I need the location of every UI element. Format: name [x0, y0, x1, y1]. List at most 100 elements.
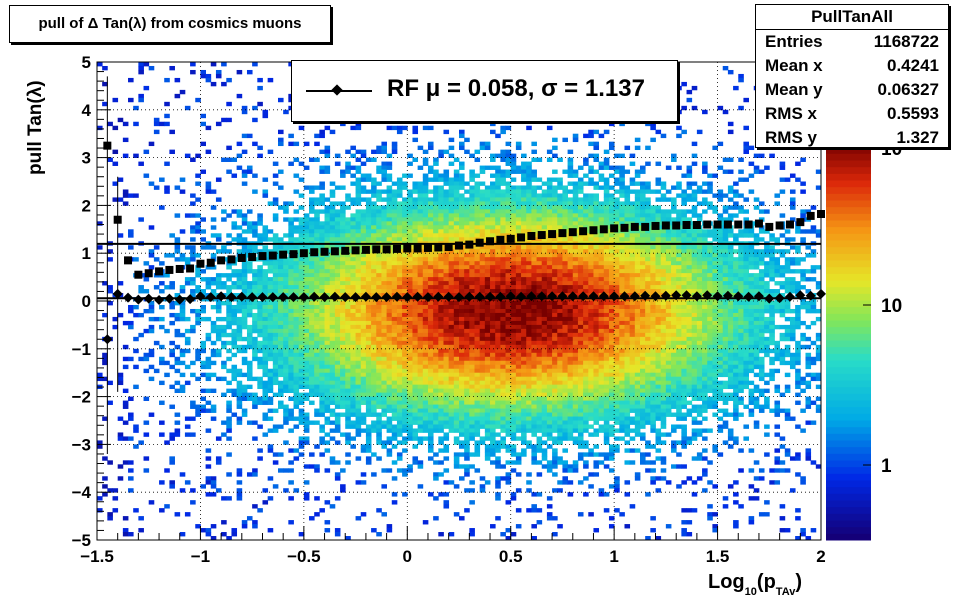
heatmap-cell [396, 324, 403, 330]
heatmap-cell [469, 217, 475, 222]
heatmap-cell [469, 384, 475, 390]
heatmap-cell [355, 456, 362, 461]
heatmap-cell [396, 336, 403, 342]
heatmap-cell [448, 205, 455, 210]
heatmap-cell [464, 201, 470, 206]
heatmap-cell [319, 225, 325, 230]
heatmap-cell [169, 149, 175, 155]
heatmap-cell [257, 213, 263, 218]
heatmap-cell [283, 289, 289, 294]
heatmap-cell [272, 289, 279, 294]
heatmap-cell [334, 352, 341, 358]
heatmap-cell [407, 404, 413, 409]
heatmap-cell [278, 304, 284, 310]
heatmap-cell [562, 360, 568, 366]
heatmap-cell [381, 444, 387, 449]
heatmap-cell [184, 277, 191, 282]
heatmap-cell [510, 496, 517, 501]
heatmap-cell [293, 257, 300, 262]
heatmap-cell [402, 217, 408, 222]
heatmap-cell [169, 233, 175, 238]
heatmap-cell [365, 273, 372, 278]
heatmap-cell [422, 356, 429, 362]
heatmap-cell [350, 181, 356, 186]
heatmap-cell [241, 392, 248, 397]
heatmap-cell [505, 312, 512, 318]
heatmap-cell [293, 277, 300, 282]
heatmap-cell [381, 265, 387, 270]
heatmap-cell [531, 492, 537, 497]
heatmap-cell [443, 368, 450, 374]
heatmap-cell [469, 269, 475, 274]
heatmap-cell [257, 364, 263, 370]
heatmap-cell [350, 364, 356, 370]
heatmap-cell [324, 448, 331, 453]
heatmap-cell [469, 205, 475, 210]
heatmap-cell [231, 352, 238, 358]
heatmap-cell [464, 424, 470, 429]
heatmap-cell [515, 320, 522, 326]
heatmap-cell [350, 408, 356, 413]
heatmap-cell [221, 324, 227, 330]
heatmap-cell [490, 448, 496, 453]
heatmap-cell [252, 245, 258, 250]
heatmap-cell [417, 285, 424, 290]
heatmap-cell [500, 301, 506, 306]
heatmap-cell [438, 372, 444, 378]
heatmap-cell [283, 352, 289, 358]
heatmap-cell [515, 312, 522, 318]
heatmap-cell [552, 352, 558, 358]
heatmap-cell [386, 281, 393, 286]
heatmap-cell [562, 324, 568, 330]
heatmap-cell [510, 356, 517, 362]
heatmap-cell [365, 209, 372, 214]
heatmap-cell [236, 213, 243, 218]
heatmap-cell [133, 508, 139, 513]
heatmap-cell [495, 197, 501, 202]
heatmap-cell [267, 328, 274, 334]
heatmap-cell [407, 161, 413, 166]
heatmap-cell [469, 364, 475, 370]
heatmap-cell [453, 364, 460, 370]
heatmap-cell [314, 133, 320, 139]
heatmap-cell [396, 432, 403, 437]
heatmap-cell [262, 269, 269, 274]
heatmap-cell [541, 265, 548, 270]
heatmap-cell [459, 464, 465, 469]
heatmap-cell [298, 225, 305, 230]
heatmap-cell [283, 269, 289, 274]
heatmap-cell [267, 356, 274, 362]
heatmap-cell [557, 304, 563, 310]
heatmap-cell [174, 185, 181, 190]
heatmap-cell [531, 432, 537, 437]
heatmap-cell [557, 301, 563, 306]
heatmap-cell [117, 476, 124, 481]
heatmap-cell [319, 308, 325, 314]
heatmap-cell [345, 436, 351, 441]
heatmap-cell [334, 372, 341, 378]
heatmap-cell [97, 221, 103, 226]
heatmap-cell [164, 372, 170, 378]
heatmap-cell [381, 348, 387, 354]
heatmap-cell [407, 285, 413, 290]
heatmap-cell [391, 392, 398, 397]
heatmap-cell [541, 432, 548, 437]
heatmap-cell [412, 380, 419, 386]
heatmap-cell [252, 316, 258, 322]
heatmap-cell [412, 372, 419, 378]
heatmap-cell [257, 265, 263, 270]
heatmap-cell [386, 304, 393, 310]
heatmap-cell [417, 416, 424, 421]
heatmap-cell [221, 285, 227, 290]
heatmap-cell [293, 245, 300, 250]
heatmap-cell [515, 364, 522, 370]
heatmap-cell [371, 209, 377, 214]
heatmap-cell [226, 145, 232, 151]
heatmap-cell [329, 308, 336, 314]
heatmap-cell [350, 153, 356, 158]
heatmap-cell [412, 456, 419, 461]
heatmap-cell [386, 153, 393, 158]
heatmap-cell [484, 308, 491, 314]
heatmap-cell [459, 312, 465, 318]
heatmap-cell [443, 412, 450, 417]
